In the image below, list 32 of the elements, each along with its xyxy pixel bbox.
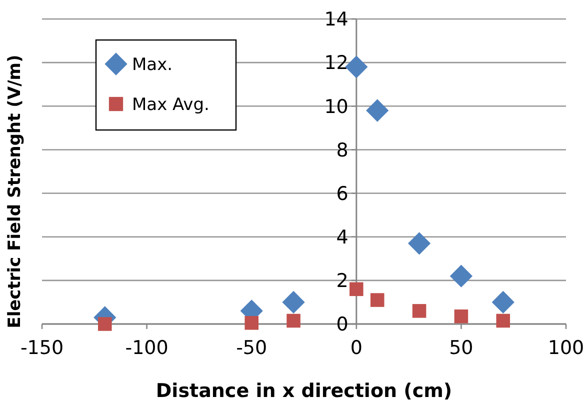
point [366, 99, 389, 122]
y-tick-label: 0 [336, 314, 348, 336]
point [450, 264, 473, 288]
y-tick-label: 4 [336, 226, 348, 249]
legend-label: Max Avg. [132, 94, 210, 115]
y-tick-label: 12 [324, 52, 348, 74]
point [496, 314, 510, 328]
x-tick-label: 0 [350, 337, 362, 359]
point [282, 290, 305, 314]
point [408, 232, 431, 255]
point [244, 316, 258, 330]
legend-label: Max. [132, 54, 173, 75]
point [492, 290, 514, 314]
point [286, 314, 300, 328]
x-tick-label: 50 [449, 337, 474, 359]
point [345, 56, 368, 78]
y-tick-label: 10 [324, 96, 348, 118]
x-axis-title: Distance in x direction (cm) [156, 380, 452, 402]
y-tick-label: 2 [336, 270, 348, 292]
x-tick-label: -150 [20, 337, 64, 359]
y-axis-title: Electric Field Strenght (V/m) [5, 54, 25, 328]
y-tick-label: 6 [336, 182, 348, 205]
point [454, 309, 468, 324]
x-tick-label: 100 [548, 337, 584, 359]
point [350, 282, 364, 296]
y-tick-label: 8 [336, 139, 348, 162]
point [370, 293, 384, 307]
y-tick-label: 14 [324, 8, 348, 31]
x-tick-label: -50 [236, 337, 268, 359]
point [412, 304, 426, 318]
x-tick-label: -100 [125, 337, 168, 359]
point [98, 317, 112, 331]
